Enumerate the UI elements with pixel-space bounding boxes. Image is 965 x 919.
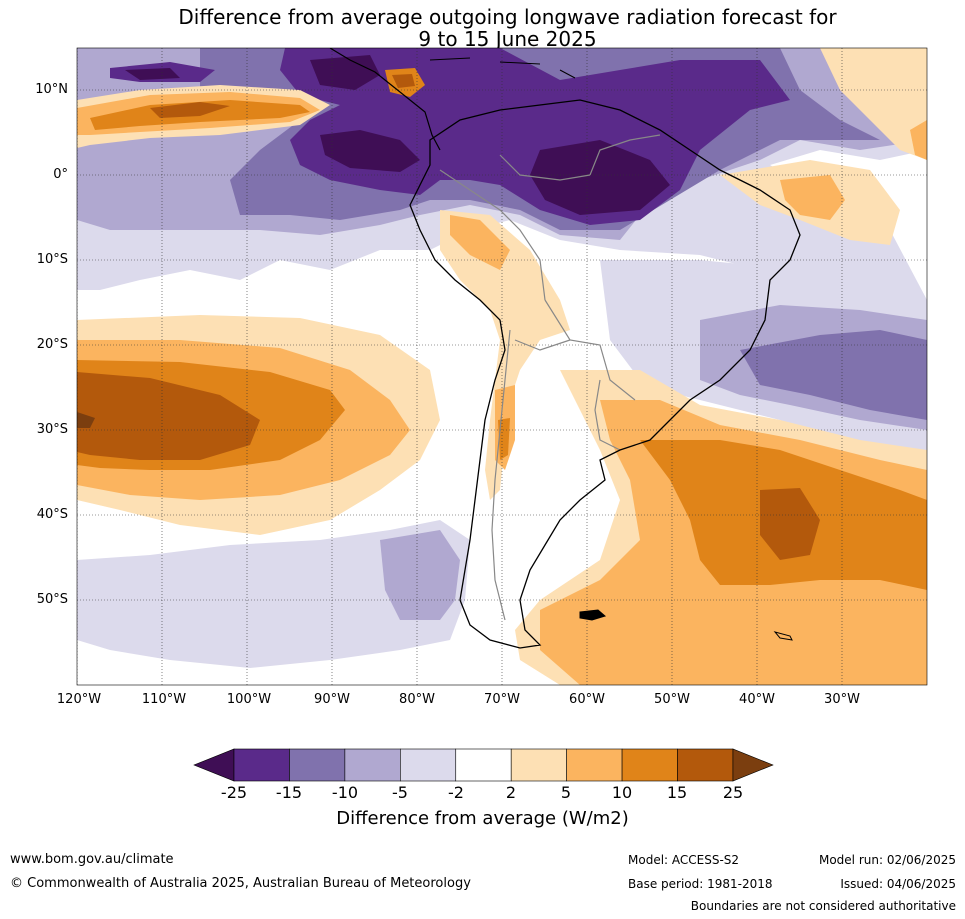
lon-label-70w: 70°W: [484, 692, 520, 707]
lon-label-120w: 120°W: [56, 692, 102, 707]
anomaly-region-swpac-neg: [77, 520, 470, 668]
colorbar-tick: -15: [275, 783, 303, 802]
colorbar-label: Difference from average (W/m2): [336, 808, 629, 829]
colorbar-tick: -10: [331, 783, 359, 802]
map-gridlines: [77, 48, 927, 685]
footer-model: Model: ACCESS-S2: [628, 853, 740, 867]
lat-label-50s: 50°S: [36, 592, 68, 607]
anomaly-region-ne-edge: [910, 120, 927, 160]
footer-website: www.bom.gov.au/climate: [10, 852, 174, 867]
anomaly-region-sepac-peak: [77, 412, 95, 428]
lat-label-10n: 10°N: [35, 82, 68, 97]
colorbar-swatch: [510, 748, 567, 782]
central-america-coastline: [329, 48, 441, 151]
colorbar-tick: 5: [560, 783, 572, 802]
anomaly-region-sepac-core: [77, 372, 260, 460]
lon-label-80w: 80°W: [399, 692, 435, 707]
colorbar-swatch: [344, 748, 401, 782]
anomaly-region-andes-light: [440, 210, 570, 500]
colorbar-tick: -5: [392, 783, 408, 802]
colorbar-tick: 2: [505, 783, 517, 802]
chart-title-line-2: 9 to 15 June 2025: [418, 27, 597, 51]
map-frame: [76, 47, 928, 686]
lat-label-10s: 10°S: [36, 252, 68, 267]
anomaly-region-ne-light: [820, 48, 927, 160]
chart-title-line-1: Difference from average outgoing longwav…: [178, 5, 837, 29]
lon-label-30w: 30°W: [824, 692, 860, 707]
anomaly-region-north-core-1: [320, 130, 420, 172]
lon-label-40w: 40°W: [739, 692, 775, 707]
anomaly-region-andes-strong: [498, 418, 510, 460]
lat-label-20s: 20°S: [36, 337, 68, 352]
colorbar-extend-high: [732, 748, 774, 782]
anomaly-region-satl-core: [760, 488, 820, 560]
colorbar-swatch: [289, 748, 346, 782]
colorbar: [193, 748, 774, 782]
footer-disclaimer: Boundaries are not considered authoritat…: [690, 899, 956, 913]
colorbar-swatch: [677, 748, 734, 782]
footer-issued: Issued: 04/06/2025: [840, 877, 956, 891]
colorbar-swatch: [455, 748, 512, 782]
anomaly-region-nw-band-core: [150, 102, 230, 118]
colorbar-tick: -2: [448, 783, 464, 802]
lon-label-60w: 60°W: [569, 692, 605, 707]
caribbean-islands: [429, 57, 576, 79]
anomaly-region-caribbean-core: [392, 74, 415, 88]
anomaly-region-north-core-3: [310, 55, 380, 90]
south-america-coastline: [409, 99, 801, 649]
country-borders: [439, 134, 661, 621]
footer-model-run: Model run: 02/06/2025: [818, 853, 956, 867]
lat-label-0: 0°: [53, 167, 68, 182]
colorbar-tick: 15: [666, 783, 688, 802]
colorbar-tick: -25: [220, 783, 248, 802]
colorbar-swatch: [566, 748, 623, 782]
anomaly-region-east-tropic-mid: [780, 175, 845, 220]
colorbar-swatch: [621, 748, 678, 782]
anomaly-region-andes-mid: [450, 215, 510, 270]
lon-label-90w: 90°W: [314, 692, 350, 707]
colorbar-swatch: [400, 748, 457, 782]
colorbar-swatch: [233, 748, 290, 782]
lon-label-50w: 50°W: [654, 692, 690, 707]
anomaly-region-swpac-neg-mid: [380, 530, 460, 620]
anomaly-region-satl-neg-dark: [740, 330, 927, 420]
lon-label-100w: 100°W: [226, 692, 272, 707]
south-georgia: [773, 631, 793, 641]
footer-base-period: Base period: 1981-2018: [628, 877, 773, 891]
lat-label-40s: 40°S: [36, 507, 68, 522]
anomaly-region-core-5: [125, 68, 180, 80]
footer-copyright: © Commonwealth of Australia 2025, Austra…: [10, 876, 471, 891]
anomaly-region-north-core-2: [530, 140, 670, 215]
colorbar-tick: 25: [722, 783, 744, 802]
lon-label-110w: 110°W: [141, 692, 187, 707]
falkland-islands: [579, 609, 607, 621]
colorbar-tick: 10: [611, 783, 633, 802]
colorbar-extend-low: [193, 748, 235, 782]
lat-label-30s: 30°S: [36, 422, 68, 437]
